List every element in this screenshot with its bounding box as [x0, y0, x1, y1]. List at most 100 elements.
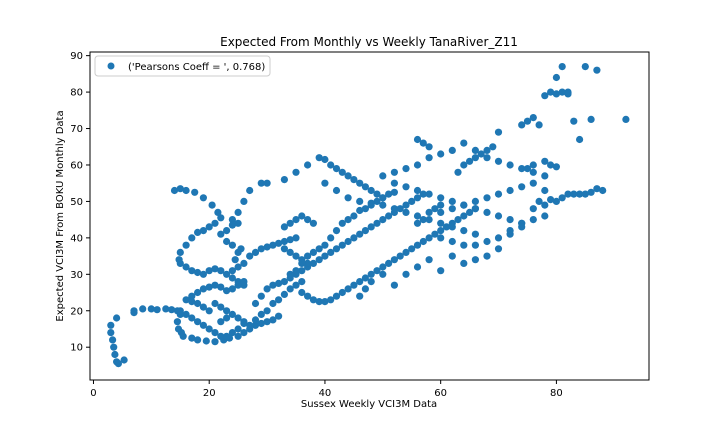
scatter-point: [298, 259, 306, 267]
scatter-point: [327, 248, 335, 256]
scatter-point: [466, 208, 474, 216]
scatter-point: [413, 263, 422, 271]
scatter-point: [292, 252, 300, 260]
scatter-point: [269, 281, 277, 289]
scatter-point: [120, 356, 128, 364]
scatter-point: [494, 157, 503, 165]
scatter-point: [176, 248, 184, 256]
scatter-point: [257, 245, 265, 253]
scatter-point: [321, 155, 329, 164]
scatter-point: [208, 201, 216, 209]
scatter-point: [552, 197, 561, 205]
scatter-point: [448, 237, 456, 246]
scatter-point: [231, 256, 239, 264]
scatter-point: [228, 267, 236, 275]
scatter-point: [361, 205, 369, 213]
scatter-point: [211, 219, 219, 227]
scatter-point: [194, 318, 202, 326]
scatter-point: [263, 179, 271, 187]
scatter-point: [246, 321, 254, 329]
scatter-point: [292, 281, 300, 289]
scatter-point: [199, 285, 207, 293]
legend-marker: [107, 62, 115, 70]
scatter-point: [217, 214, 225, 222]
scatter-point: [110, 343, 118, 351]
scatter-point: [344, 172, 352, 180]
scatter-point: [523, 117, 532, 125]
scatter-point: [298, 267, 306, 275]
scatter-point: [217, 230, 225, 238]
scatter-point: [338, 219, 346, 227]
scatter-point: [460, 201, 468, 209]
scatter-point: [448, 223, 456, 231]
scatter-point: [552, 73, 561, 82]
y-axis-label: Expected VCI3M From BOKU Monthly Data: [55, 110, 66, 321]
scatter-point: [367, 199, 375, 207]
scatter-point: [130, 307, 138, 315]
scatter-point: [263, 285, 271, 293]
scatter-point: [188, 314, 196, 322]
scatter-point: [402, 165, 410, 173]
scatter-point: [506, 186, 514, 195]
scatter-point: [309, 248, 317, 256]
scatter-point: [460, 259, 468, 267]
scatter-point: [309, 259, 317, 267]
scatter-point: [194, 228, 202, 236]
scatter-point: [390, 179, 398, 187]
scatter-point: [217, 267, 225, 275]
scatter-point: [367, 186, 375, 195]
scatter-point: [425, 190, 433, 198]
scatter-point: [437, 194, 445, 202]
scatter-point: [315, 154, 323, 162]
scatter-point: [153, 306, 161, 314]
scatter-point: [518, 121, 526, 129]
scatter-point: [327, 296, 335, 304]
scatter-point: [396, 252, 404, 260]
scatter-point: [269, 316, 277, 324]
chart-title: Expected From Monthly vs Weekly TanaRive…: [220, 35, 518, 49]
scatter-point: [188, 298, 196, 306]
scatter-point: [309, 296, 317, 304]
scatter-point: [385, 212, 393, 220]
scatter-point: [419, 139, 427, 147]
y-tick-label: 90: [70, 51, 83, 62]
scatter-point: [211, 329, 219, 337]
scatter-point: [518, 183, 526, 191]
scatter-point: [199, 303, 207, 311]
scatter-point: [494, 212, 503, 220]
scatter-point: [356, 206, 364, 215]
scatter-point: [576, 135, 584, 144]
scatter-point: [402, 208, 410, 216]
scatter-point: [228, 216, 236, 224]
scatter-point: [477, 150, 485, 158]
scatter-point: [419, 237, 427, 246]
scatter-point: [228, 274, 236, 282]
scatter-point: [431, 205, 439, 213]
scatter-point: [379, 172, 387, 180]
scatter-point: [182, 310, 190, 318]
scatter-point: [298, 288, 306, 297]
scatter-point: [576, 190, 584, 198]
scatter-point: [535, 197, 543, 205]
scatter-point: [228, 285, 236, 293]
scatter-point: [107, 321, 115, 329]
scatter-point: [390, 256, 398, 264]
scatter-point: [518, 165, 526, 173]
scatter-point: [234, 332, 242, 340]
scatter-point: [437, 227, 445, 235]
scatter-point: [558, 63, 566, 71]
scatter-point: [321, 252, 329, 260]
scatter-point: [182, 296, 190, 304]
scatter-point: [593, 185, 601, 193]
scatter-point: [390, 281, 398, 289]
scatter-point: [413, 212, 422, 220]
scatter-point: [109, 336, 117, 344]
scatter-point: [240, 329, 248, 337]
scatter-point: [570, 190, 578, 198]
scatter-point: [356, 179, 364, 187]
scatter-point: [581, 190, 589, 198]
scatter-point: [581, 63, 589, 71]
y-tick-label: 60: [70, 160, 83, 171]
y-tick-label: 50: [70, 197, 83, 208]
